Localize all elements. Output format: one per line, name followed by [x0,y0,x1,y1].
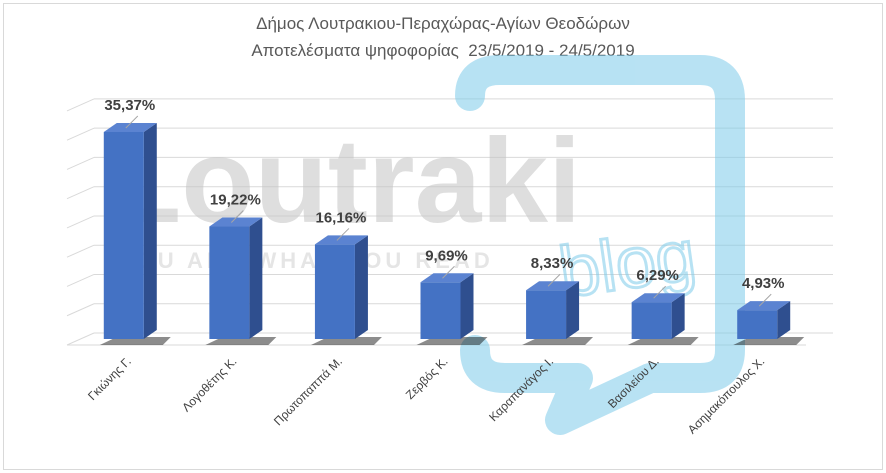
bar-top [209,217,263,227]
bars [99,123,805,345]
data-label: 6,29% [636,267,679,284]
gridline-diag [66,244,95,258]
watermark-bubble-shape [455,55,745,435]
data-label-leader [125,115,139,129]
category-label: Γκιώνης Γ. [85,354,134,403]
gridline-diag [66,186,95,200]
bar-side [671,293,685,339]
bar-front [103,132,144,339]
bar-top [103,123,157,132]
category-label: Πρωτοπαππά Μ. [271,354,345,428]
bar-front [314,244,355,339]
gridline-diag [66,156,95,170]
bar-front [737,310,778,339]
gridline-diag [66,98,95,112]
data-label: 35,37% [104,97,155,114]
data-label: 4,93% [742,275,785,292]
bar-top [737,301,791,311]
gridline-diag [66,215,95,229]
bar-1 [99,123,171,345]
gridline-diag [66,303,95,317]
bar-2 [205,217,277,345]
data-label: 19,22% [210,192,261,209]
bar-top [526,281,580,291]
bar-side [777,301,791,339]
data-label: 8,33% [531,255,574,272]
chart-subtitle: Αποτελέσματα ψηφοφορίας 23/5/2019 - 24/5… [251,41,635,60]
data-label-leader [758,293,772,307]
bar-front [209,226,250,339]
bar-3 [310,235,382,345]
data-label: 16,16% [315,209,366,226]
bar-4 [416,273,488,345]
data-label: 9,69% [425,247,468,264]
bar-6 [627,293,699,345]
data-label-leader [442,265,455,279]
bar-side [566,281,580,339]
bar-side [460,273,474,339]
data-labels: 35,37% 19,22% 16,16% 9,69% 8,33% 6,29% 4,93% [104,97,785,307]
bar-7 [733,301,805,345]
data-label-leader [336,228,350,241]
bar-front [526,290,567,339]
bar-side [143,123,157,339]
watermark-logo: Loutraki YOU ARE WHAT YOU READ blog [108,55,745,435]
watermark-main-text: Loutraki [108,114,581,248]
gridline-diag [66,274,95,287]
data-label-leader [653,285,666,299]
data-label-leader [231,210,244,223]
category-label: Λογοθέτης Κ. [179,354,239,414]
bar-side [249,217,263,339]
bar-5 [522,281,594,345]
bar-top [314,235,368,245]
category-label: Ζερβός Κ. [403,354,451,402]
bar-front [420,282,461,339]
watermark-tagline: YOU ARE WHAT YOU READ [118,248,494,273]
bar-top [631,293,685,303]
bar-side [354,235,368,339]
chart-title: Δήμος Λουτρακιου-Περαχώρας-Αγίων Θεοδώρω… [256,14,630,33]
data-label-leader [547,273,561,287]
gridline-diag [66,127,95,141]
bar-front [631,302,672,339]
bar-top [420,273,474,283]
gridline-diag [66,332,95,346]
